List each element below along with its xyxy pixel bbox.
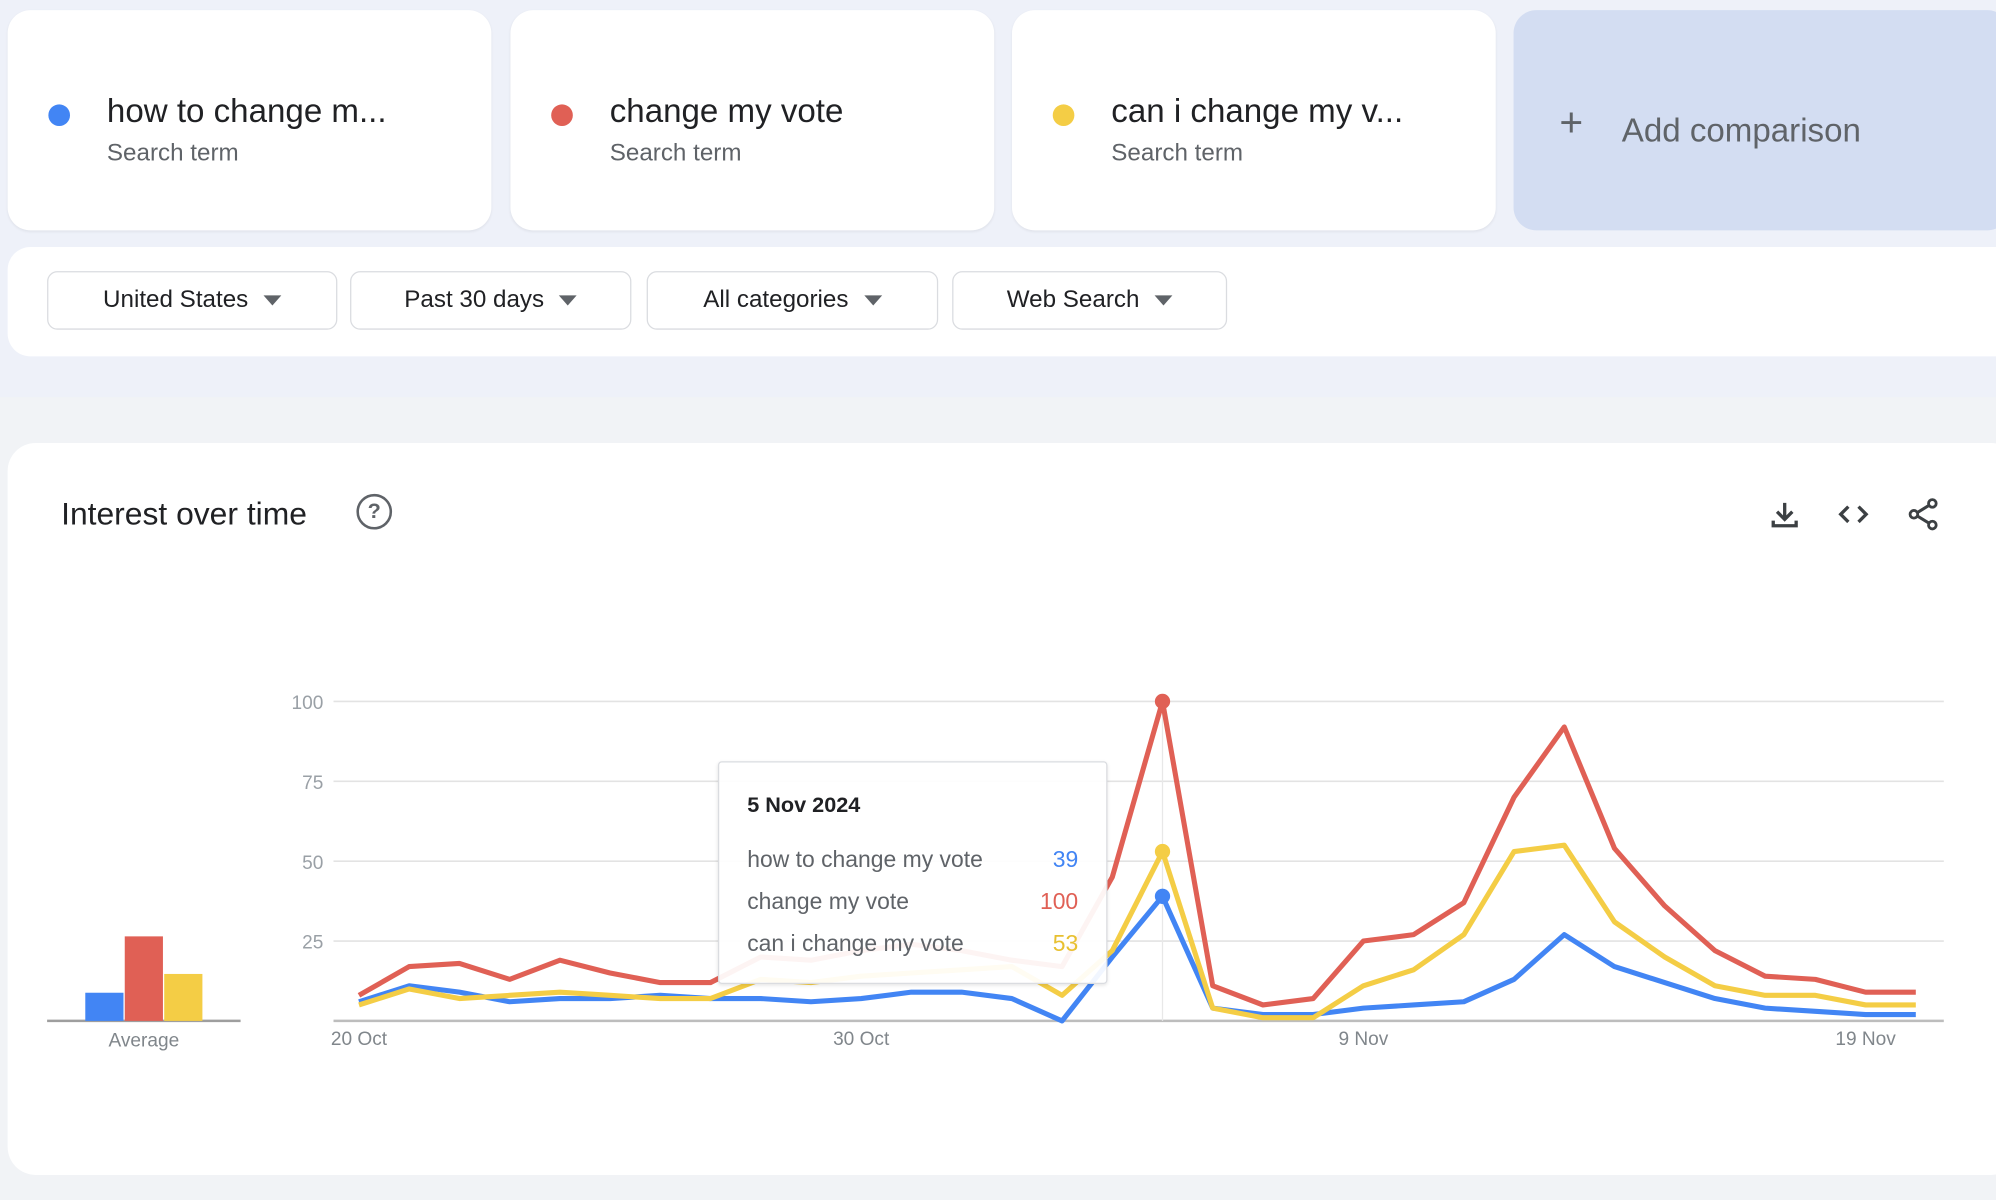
- average-label: Average: [108, 1030, 179, 1051]
- search-type-dropdown[interactable]: Web Search: [952, 271, 1228, 330]
- tooltip-value: 100: [1039, 888, 1079, 914]
- y-tick-label: 75: [302, 773, 323, 794]
- caret-down-icon: [263, 295, 282, 306]
- chart-tooltip: 5 Nov 2024 how to change my vote 39 chang…: [717, 761, 1108, 984]
- y-tick-label: 25: [302, 933, 323, 954]
- embed-code-icon[interactable]: [1836, 496, 1872, 532]
- category-dropdown[interactable]: All categories: [646, 271, 939, 330]
- caret-down-icon: [559, 295, 578, 306]
- average-bar: [85, 992, 124, 1021]
- term-label[interactable]: change my vote: [609, 91, 844, 130]
- highlight-point: [1154, 888, 1171, 904]
- add-comparison-button[interactable]: + Add comparison: [1513, 10, 1996, 231]
- share-icon[interactable]: [1906, 496, 1942, 532]
- average-bar: [124, 936, 163, 1021]
- caret-down-icon: [863, 295, 882, 306]
- filter-bar: United States Past 30 days All categorie…: [7, 246, 1996, 357]
- tooltip-row: how to change my vote 39: [747, 847, 1078, 874]
- tooltip-label: change my vote: [747, 888, 909, 914]
- dropdown-value: Past 30 days: [404, 286, 545, 314]
- dropdown-value: All categories: [703, 286, 849, 314]
- help-icon[interactable]: ?: [356, 493, 393, 530]
- term-type: Search term: [609, 140, 742, 167]
- panel-title: Interest over time: [61, 496, 307, 533]
- x-tick-label: 20 Oct: [331, 1029, 388, 1050]
- x-tick-label: 30 Oct: [833, 1029, 890, 1050]
- tooltip-label: how to change my vote: [747, 846, 983, 872]
- series-line: [358, 842, 1916, 1021]
- series-line: [357, 698, 1916, 1008]
- dropdown-value: United States: [103, 286, 249, 314]
- series-color-dot: [1052, 104, 1075, 127]
- add-comparison-label: Add comparison: [1621, 110, 1861, 149]
- time-range-dropdown[interactable]: Past 30 days: [350, 271, 632, 330]
- tooltip-row: can i change my vote 53: [747, 931, 1078, 958]
- series-color-dot: [48, 104, 71, 127]
- highlight-point: [1154, 843, 1171, 860]
- average-bar: [164, 973, 203, 1021]
- region-dropdown[interactable]: United States: [47, 271, 338, 330]
- y-tick-label: 50: [302, 853, 323, 874]
- tooltip-date: 5 Nov 2024: [747, 793, 861, 818]
- tooltip-value: 39: [1052, 846, 1079, 872]
- term-card-1[interactable]: how to change m... Search term: [7, 10, 492, 231]
- x-tick-label: 19 Nov: [1835, 1029, 1896, 1050]
- term-type: Search term: [106, 140, 239, 167]
- series-color-dot: [551, 104, 573, 127]
- tooltip-row: change my vote 100: [747, 889, 1078, 916]
- tooltip-value: 53: [1052, 930, 1079, 956]
- term-card-2[interactable]: change my vote Search term: [510, 10, 995, 231]
- dropdown-value: Web Search: [1006, 286, 1140, 314]
- x-tick-label: 9 Nov: [1338, 1029, 1388, 1050]
- highlight-point: [1154, 693, 1171, 710]
- term-card-3[interactable]: can i change my v... Search term: [1012, 10, 1496, 231]
- term-label[interactable]: can i change my v...: [1111, 91, 1404, 130]
- series-line: [358, 893, 1916, 1024]
- caret-down-icon: [1154, 295, 1173, 306]
- tooltip-label: can i change my vote: [747, 930, 964, 956]
- y-tick-label: 100: [291, 693, 323, 714]
- plus-icon: +: [1559, 99, 1584, 146]
- download-icon[interactable]: [1767, 496, 1803, 532]
- term-label[interactable]: how to change m...: [106, 91, 387, 130]
- term-type: Search term: [1111, 140, 1244, 167]
